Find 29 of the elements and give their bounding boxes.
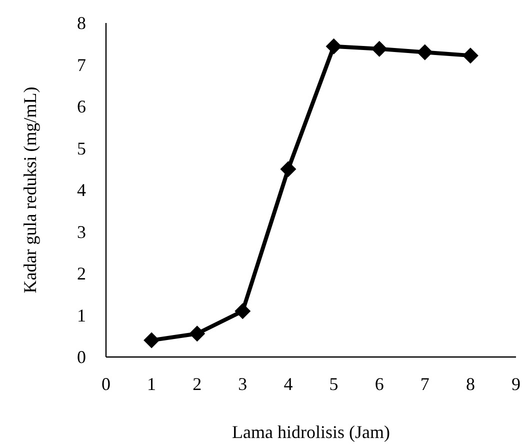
y-tick-label: 4 bbox=[77, 180, 86, 200]
x-tick-label: 7 bbox=[420, 374, 430, 394]
y-tick-label: 6 bbox=[77, 96, 86, 117]
point bbox=[234, 303, 251, 320]
y-tick-label: 5 bbox=[77, 138, 86, 158]
x-tick-label: 0 bbox=[102, 374, 110, 394]
x-tick-label: 4 bbox=[284, 374, 293, 394]
y-tick-label: 8 bbox=[77, 13, 86, 34]
x-axis-title: Lama hidrolisis (Jam) bbox=[232, 422, 390, 442]
point bbox=[416, 44, 433, 60]
point bbox=[462, 48, 478, 64]
x-tick-label: 8 bbox=[466, 374, 475, 394]
y-tick-label: 3 bbox=[77, 222, 86, 242]
point bbox=[326, 38, 342, 54]
x-tick-label: 1 bbox=[147, 374, 156, 394]
x-tick-label: 2 bbox=[192, 374, 202, 394]
y-axis-title: Kadar gula reduksi (mg/mL) bbox=[20, 86, 40, 294]
y-tick-label: 7 bbox=[77, 54, 86, 75]
x-tick-label: 3 bbox=[238, 374, 248, 394]
y-tick-label: 0 bbox=[77, 347, 86, 368]
point bbox=[189, 326, 206, 342]
y-tick-label: 1 bbox=[77, 305, 86, 326]
x-tick-label: 5 bbox=[329, 374, 338, 394]
y-tick-label: 2 bbox=[77, 264, 86, 284]
point bbox=[144, 332, 160, 348]
x-tick-label: 9 bbox=[512, 374, 520, 394]
point bbox=[371, 40, 388, 57]
point bbox=[280, 161, 296, 178]
x-tick-label: 6 bbox=[374, 374, 384, 394]
